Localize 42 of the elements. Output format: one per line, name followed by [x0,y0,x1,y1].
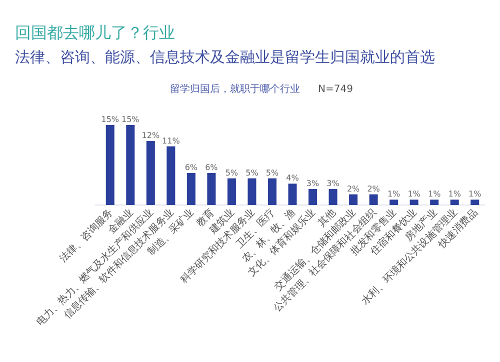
data-label: 1% [448,190,462,199]
bar [146,141,155,205]
data-label: 1% [468,190,482,199]
bar [410,200,418,205]
data-label: 15% [122,115,140,124]
data-label: 15% [101,115,120,124]
data-label: 1% [428,190,442,199]
data-label: 3% [306,179,320,188]
data-label: 5% [246,168,259,178]
bar [470,200,480,205]
bar [390,200,398,205]
data-label: 11% [162,136,180,146]
chart-subtitle: 法律、咨询、能源、信息技术及金融业是留学生归国就业的首选 [15,48,435,66]
bar [227,178,236,205]
text: 留学归国后，就职于哪个行业 [170,83,300,95]
chart-title: 回国都去哪儿了？行业 [15,23,175,42]
bar [349,194,358,205]
bar [268,178,276,205]
bar [450,200,459,205]
bar [186,173,196,205]
data-label: 6% [184,163,198,172]
bar [430,200,439,205]
bar [308,189,318,205]
data-label: 1% [408,190,421,199]
bar [328,189,338,205]
data-label: 1% [387,190,401,199]
bar [166,146,176,205]
data-label: 5% [225,168,238,178]
text: N=749 [318,84,353,95]
data-label: 3% [326,179,340,188]
bar [248,178,256,205]
bar [369,194,378,205]
data-label: 5% [266,168,279,178]
data-label: 2% [367,184,380,194]
bar [288,184,297,205]
data-label: 4% [286,174,300,183]
data-label: 12% [142,131,160,140]
bar [207,173,216,205]
data-label: 2% [346,184,360,194]
bar [106,125,114,205]
data-label: 6% [205,163,218,172]
bar [126,125,135,205]
